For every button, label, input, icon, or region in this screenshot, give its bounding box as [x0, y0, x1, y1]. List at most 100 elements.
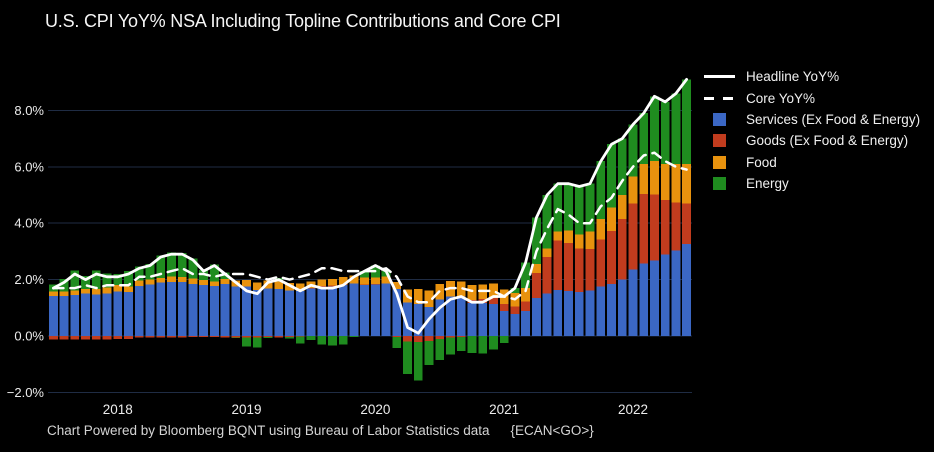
bar-segment-energy [81, 276, 90, 289]
bar-segment-goods [199, 336, 209, 338]
bar-segment-services [285, 290, 294, 336]
bar-segment-services [542, 293, 552, 336]
bar-segment-services [48, 295, 58, 336]
bar-segment-energy [263, 337, 273, 338]
bar-segment-food [177, 276, 187, 283]
bar-segment-goods [274, 336, 284, 338]
services-color-swatch [713, 112, 726, 126]
bar-segment-food [285, 282, 294, 291]
bar-segment-services [317, 287, 327, 336]
bar-segment-goods [285, 336, 294, 338]
bar-segment-energy [682, 79, 692, 164]
bar-segment-services [392, 289, 402, 336]
bar-segment-food [220, 278, 230, 285]
bar-segment-goods [124, 336, 133, 339]
bar-segment-food [209, 281, 219, 286]
legend-item-goods: Goods (Ex Food & Energy) [704, 130, 920, 151]
bar-segment-goods [102, 336, 112, 340]
bar-segment-goods [306, 288, 316, 289]
bar-segment-goods [574, 248, 584, 293]
bar-segment-services [209, 285, 219, 336]
bar-segment-energy [467, 336, 477, 353]
bar-segment-services [585, 290, 595, 336]
bar-segment-services [124, 292, 133, 336]
bar-segment-services [456, 296, 466, 336]
legend-label-headline: Headline YoY% [746, 69, 840, 85]
bar-segment-energy [585, 183, 595, 232]
bar-segment-services [467, 303, 477, 336]
bar-segment-energy [574, 186, 584, 235]
bar-segment-food [639, 163, 649, 195]
bar-segment-energy [70, 270, 80, 291]
bar-segment-food [585, 231, 595, 250]
y-axis-tick-label: 4.0% [14, 216, 44, 231]
chart-footer: Chart Powered by Bloomberg BQNT using Bu… [47, 423, 594, 438]
legend-swatch-cell [704, 112, 735, 126]
bar-segment-services [639, 263, 649, 336]
legend-item-core: Core YoY% [704, 87, 920, 108]
bar-segment-food [70, 290, 80, 295]
bar-segment-services [349, 283, 359, 336]
bar-segment-goods [188, 336, 198, 338]
bar-segment-services [403, 302, 412, 336]
bar-segment-energy [392, 337, 402, 348]
bar-segment-services [510, 314, 520, 336]
bar-segment-energy [435, 338, 445, 360]
bar-segment-goods [489, 298, 498, 304]
bar-segment-energy [145, 263, 155, 280]
bar-segment-services [113, 291, 123, 336]
bar-segment-services [671, 250, 681, 336]
legend-label-services: Services (Ex Food & Energy) [746, 111, 921, 127]
energy-color-swatch [713, 177, 726, 191]
bar-segment-goods [167, 336, 176, 338]
bar-segment-services [263, 288, 273, 336]
bar-segment-energy [628, 124, 638, 177]
bar-segment-services [682, 244, 692, 336]
bar-segment-services [553, 289, 563, 336]
bar-segment-energy [521, 262, 531, 289]
bar-segment-food [252, 282, 262, 291]
bar-segment-goods [413, 336, 423, 343]
y-axis-tick-label: 2.0% [14, 272, 44, 287]
bar-segment-energy [542, 195, 552, 249]
legend-swatch-cell [704, 96, 735, 100]
bar-segment-energy [188, 258, 198, 279]
x-axis-tick-label: 2022 [618, 402, 648, 417]
bar-segment-services [424, 307, 434, 336]
bar-segment-food [564, 230, 573, 244]
x-axis-tick-label: 2021 [489, 402, 519, 417]
footer-credit-text: Chart Powered by Bloomberg BQNT using Bu… [47, 423, 490, 438]
bar-segment-food [682, 163, 692, 204]
bar-segment-food [392, 281, 402, 290]
headline-yoy-line [52, 78, 688, 335]
bar-segment-services [252, 290, 262, 336]
bar-segment-energy [510, 288, 520, 293]
bar-segment-goods [660, 199, 670, 255]
bar-segment-goods [48, 336, 58, 340]
bar-segment-goods [424, 336, 434, 341]
bar-segment-food [242, 280, 251, 287]
bar-segment-services [156, 282, 166, 336]
bar-segment-goods [231, 336, 241, 338]
bar-segment-goods [91, 336, 101, 340]
bar-segment-energy [478, 336, 488, 354]
y-axis-tick-label: 8.0% [14, 103, 44, 118]
bar-segment-food [553, 231, 563, 241]
bar-segment-food [91, 288, 101, 295]
bar-segment-goods [456, 336, 466, 337]
bar-segment-energy [489, 336, 498, 350]
bar-segment-energy [113, 273, 123, 286]
y-axis-tick-label: 0.0% [14, 329, 44, 344]
bar-segment-goods [263, 336, 273, 338]
bar-segment-goods [585, 249, 595, 291]
bar-segment-energy [338, 336, 348, 345]
bar-segment-goods [596, 239, 606, 287]
bar-segment-energy [134, 266, 144, 281]
bar-segment-food [317, 279, 327, 287]
bar-segment-energy [650, 96, 659, 162]
bar-segment-services [70, 294, 80, 336]
bar-segment-services [167, 281, 176, 336]
bar-segment-energy [317, 336, 327, 345]
bar-segment-food [124, 286, 133, 293]
bar-segment-energy [91, 270, 101, 289]
